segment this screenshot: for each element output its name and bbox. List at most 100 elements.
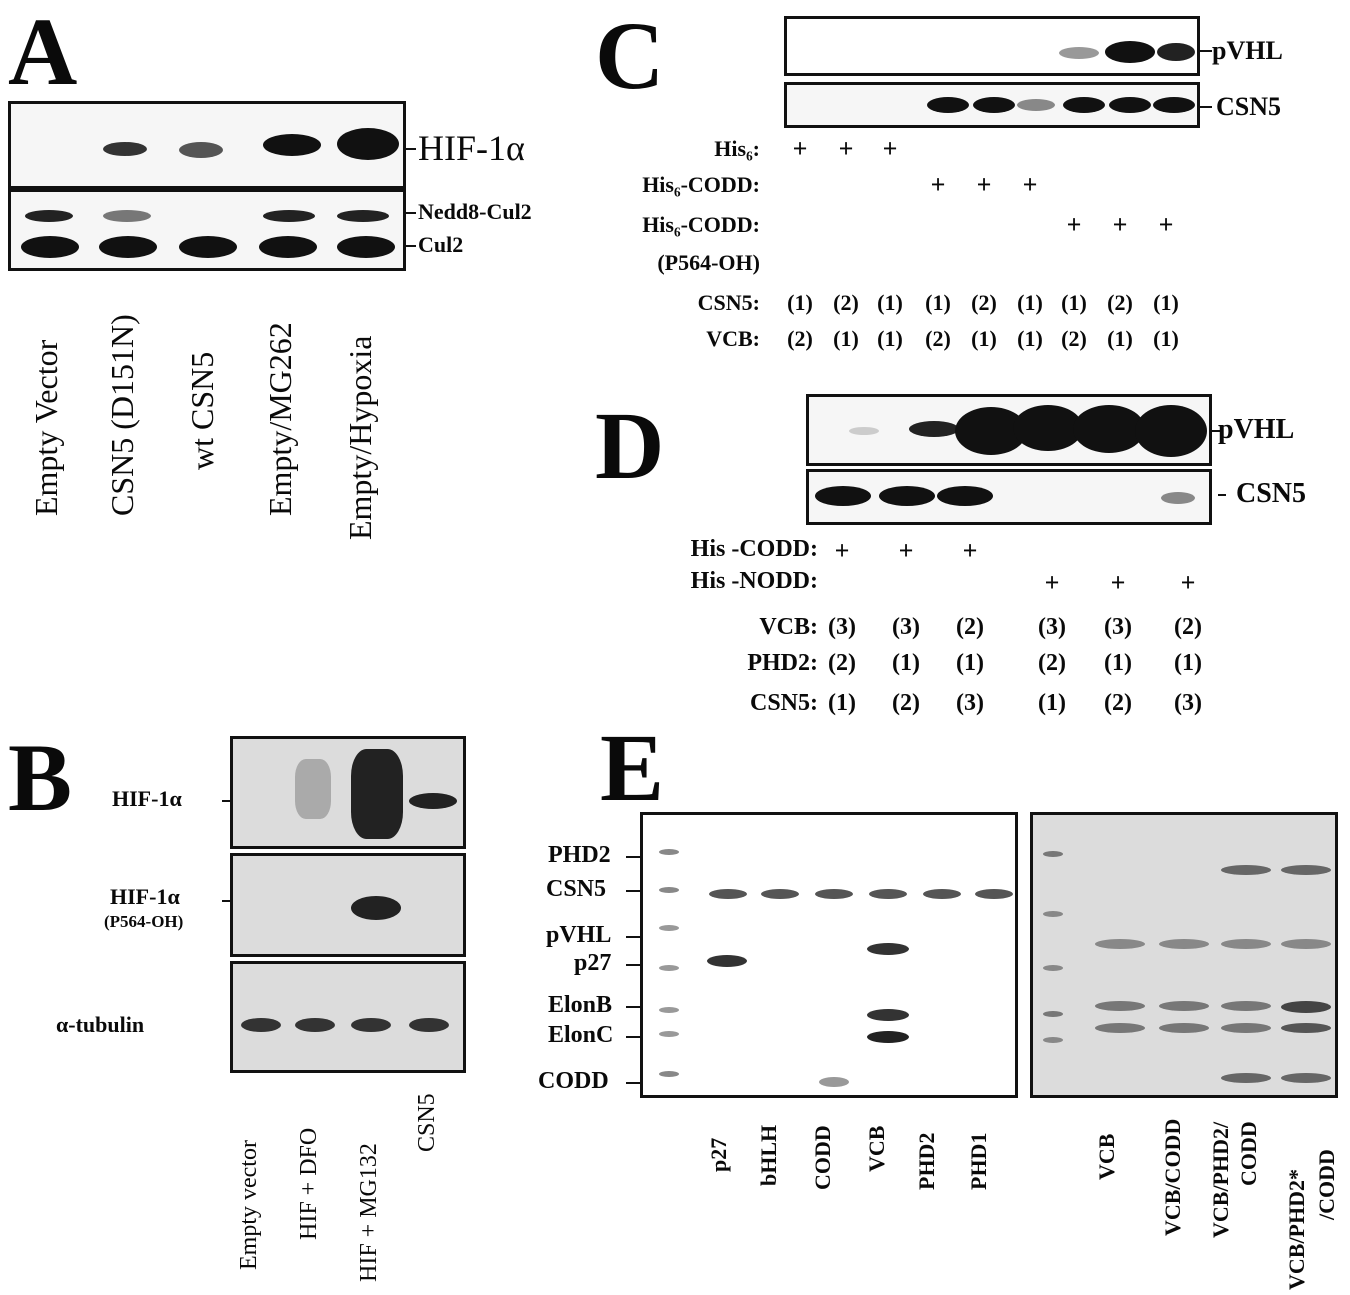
label-tick	[406, 245, 416, 247]
condition-label: His₆-CODD:	[642, 212, 760, 237]
blot-band	[815, 889, 853, 899]
condition-cell: +	[1044, 568, 1060, 597]
lane-label: VCB/CODD	[1160, 1118, 1185, 1236]
blot-band	[867, 943, 909, 955]
blot-band	[351, 896, 401, 920]
blot-band	[409, 793, 457, 809]
lane-label: CSN5 (D151N)	[104, 314, 140, 516]
blot-band	[1159, 939, 1209, 949]
blot-band	[879, 486, 935, 506]
condition-cell: (2)	[1038, 650, 1066, 676]
marker-label-elonb: ElonB	[548, 992, 613, 1018]
blot-band	[263, 134, 321, 156]
marker-label-p27: p27	[574, 950, 612, 976]
blot-band	[1281, 1023, 1331, 1033]
condition-cell: (3)	[1104, 614, 1132, 640]
condition-label: (P564-OH)	[657, 250, 760, 275]
condition-label: VCB:	[759, 614, 818, 640]
blot-band	[263, 210, 315, 222]
marker-band	[1043, 911, 1063, 917]
label-tick	[626, 1036, 640, 1038]
label-tick	[626, 1082, 640, 1084]
condition-cell: (2)	[787, 326, 813, 351]
condition-cell: (3)	[892, 614, 920, 640]
band-label-tubulin: α-tubulin	[56, 1012, 145, 1037]
blot-band	[179, 142, 223, 158]
blot-band	[923, 889, 961, 899]
marker-band	[659, 1007, 679, 1013]
panel-b-hydroxy-blot	[230, 853, 466, 957]
blot-band	[707, 955, 747, 967]
panel-c-pvhl-blot	[784, 16, 1200, 76]
blot-band	[25, 210, 73, 222]
condition-cell: (3)	[1038, 614, 1066, 640]
condition-cell: (2)	[1104, 690, 1132, 716]
condition-cell: (1)	[956, 650, 984, 676]
condition-cell: +	[1112, 210, 1128, 239]
blot-band	[1221, 1001, 1271, 1011]
condition-cell: (2)	[1174, 614, 1202, 640]
lane-label: CODD	[1236, 1121, 1261, 1186]
lane-label: Empty vector	[236, 1140, 262, 1270]
band-label-nedd8-cul2: Nedd8-Cul2	[418, 199, 532, 224]
blot-band	[867, 1031, 909, 1043]
band-label-csn5: CSN5	[1236, 478, 1307, 509]
blot-band	[973, 97, 1015, 113]
condition-cell: (2)	[956, 614, 984, 640]
label-tick	[626, 856, 640, 858]
blot-band	[179, 236, 237, 258]
condition-label: CSN5:	[697, 290, 760, 315]
panel-e-gel-right	[1030, 812, 1338, 1098]
blot-band	[709, 889, 747, 899]
condition-cell: (2)	[925, 326, 951, 351]
blot-band	[927, 97, 969, 113]
label-tick	[1200, 106, 1212, 108]
condition-cell: (1)	[1153, 326, 1179, 351]
blot-band	[1221, 1023, 1271, 1033]
blot-band	[975, 889, 1013, 899]
blot-band	[815, 486, 871, 506]
lane-label: PHD1	[966, 1132, 991, 1190]
blot-band	[351, 1018, 391, 1032]
marker-band	[1043, 1037, 1063, 1043]
label-tick	[222, 800, 230, 802]
lane-label: VCB	[864, 1125, 889, 1172]
blot-band	[1073, 405, 1145, 453]
band-label-hif1a: HIF-1α	[112, 786, 182, 811]
condition-cell: (1)	[892, 650, 920, 676]
panel-d-pvhl-blot	[806, 394, 1212, 466]
blot-band	[1159, 1001, 1209, 1011]
blot-band	[1159, 1023, 1209, 1033]
lane-label: VCB	[1094, 1133, 1119, 1180]
condition-label: His₆:	[714, 136, 760, 161]
condition-cell: (1)	[1153, 290, 1179, 315]
lane-label: /CODD	[1314, 1149, 1339, 1220]
marker-band	[659, 849, 679, 855]
condition-cell: (2)	[1061, 326, 1087, 351]
blot-band	[1095, 1023, 1145, 1033]
band-label-csn5: CSN5	[1216, 92, 1282, 121]
label-tick	[1218, 494, 1226, 496]
blot-band	[869, 889, 907, 899]
condition-cell: (1)	[1038, 690, 1066, 716]
condition-cell: (1)	[877, 290, 903, 315]
band-label-pvhl: pVHL	[1218, 414, 1295, 445]
blot-band	[1281, 1001, 1331, 1013]
blot-band	[1221, 1073, 1271, 1083]
condition-cell: +	[1110, 568, 1126, 597]
condition-cell: +	[930, 170, 946, 199]
label-tick	[1200, 50, 1212, 52]
blot-band	[1059, 47, 1099, 59]
condition-cell: +	[1022, 170, 1038, 199]
blot-band	[849, 427, 879, 435]
blot-band	[867, 1009, 909, 1021]
blot-band	[99, 236, 157, 258]
condition-cell: (1)	[833, 326, 859, 351]
lane-label: CSN5	[414, 1093, 440, 1152]
blot-band	[1095, 1001, 1145, 1011]
blot-band	[351, 749, 403, 839]
band-label-cul2: Cul2	[418, 232, 464, 257]
blot-band	[1109, 97, 1151, 113]
condition-cell: (2)	[833, 290, 859, 315]
blot-band	[1095, 939, 1145, 949]
